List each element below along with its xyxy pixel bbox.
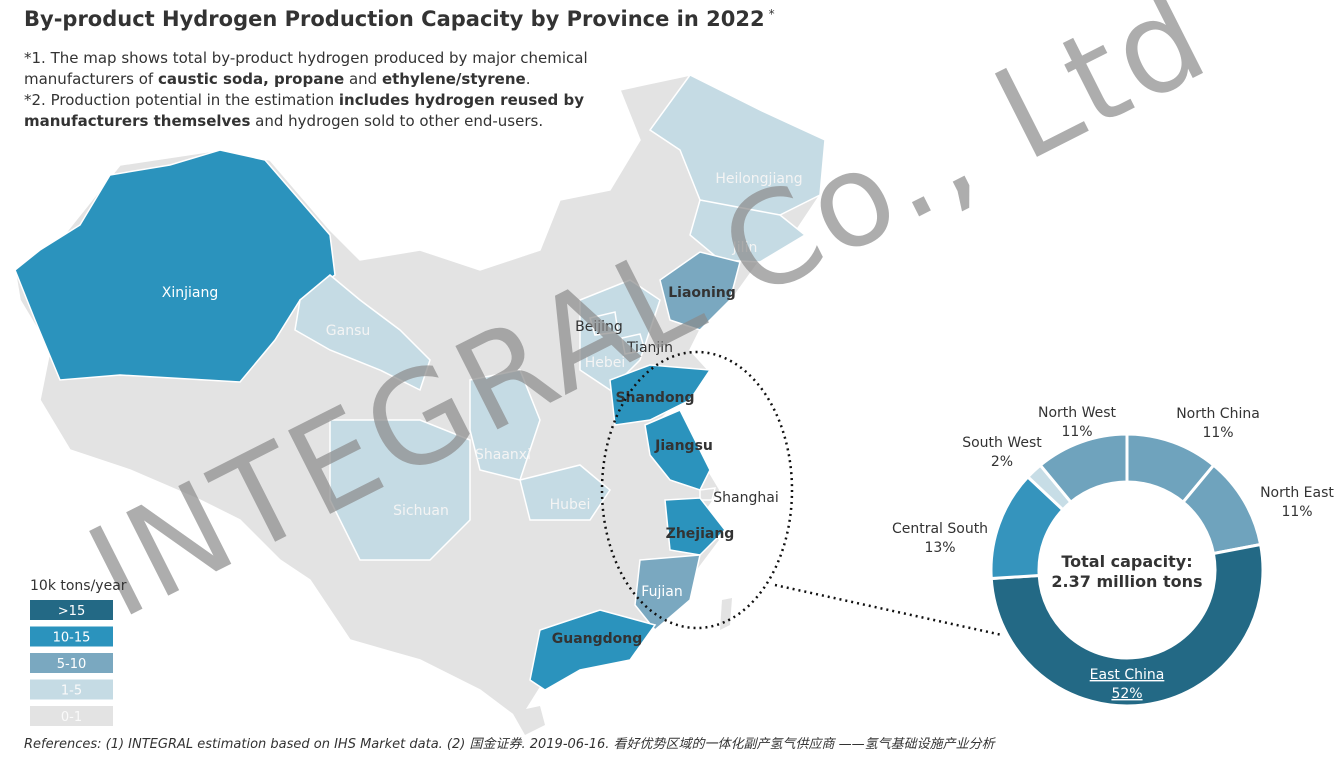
title-mark: *	[769, 7, 775, 21]
note-text: ethylene/styrene	[381, 70, 526, 88]
province	[294, 274, 431, 392]
province-label: Liaoning	[668, 285, 736, 301]
legend-label: 10-15	[53, 631, 91, 646]
legend-label: 1-5	[61, 684, 82, 699]
segment-value: 11%	[1202, 425, 1233, 441]
segment-label: Central South	[892, 521, 988, 537]
province-label: Fujian	[641, 584, 682, 600]
province-label: Zhejiang	[666, 526, 735, 542]
legend-title: 10k tons/year	[30, 578, 127, 594]
province	[689, 199, 807, 263]
taiwan	[720, 598, 732, 630]
legend-swatch	[30, 600, 113, 620]
connector	[774, 583, 1003, 637]
references: References: (1) INTEGRAL estimation base…	[24, 736, 997, 752]
segment-label: North West	[1038, 405, 1117, 421]
province-label: Gansu	[326, 323, 370, 339]
segment-label: East China	[1090, 667, 1165, 683]
segment-value: 11%	[1061, 424, 1092, 440]
notes: *1. The map shows total by-product hydro…	[24, 48, 604, 132]
province	[519, 464, 611, 521]
map: Xinjiang Heilongjiang Jilin Liaoning Gansu He…	[14, 74, 826, 735]
province	[579, 279, 661, 391]
legend-label: 0-1	[61, 710, 82, 725]
legend-swatch	[30, 679, 113, 700]
province-label: Jiangsu	[654, 438, 713, 454]
note: *2. Production potential in the estimati…	[24, 90, 604, 132]
note-text: and hydrogen sold to other end-users.	[250, 112, 544, 130]
province-label: Heilongjiang	[715, 171, 802, 187]
donut-chart: North China 11% North East 11% East China 52%…	[892, 405, 1334, 708]
center-text: Total capacity:	[1061, 552, 1192, 571]
note-text: .	[525, 70, 531, 88]
note-text: *2. Production potential in the estimati…	[24, 91, 339, 109]
province	[329, 419, 471, 561]
province	[699, 487, 716, 501]
province-label: Xinjiang	[162, 285, 218, 301]
note: *1. The map shows total by-product hydro…	[24, 48, 604, 90]
segment-value: 2%	[991, 454, 1013, 470]
note-text: *1. The map shows total by-product hydro…	[24, 49, 588, 88]
province-label: Tianjin	[626, 340, 673, 356]
segment-value: 13%	[924, 540, 955, 556]
province-label: Beijing	[575, 319, 623, 335]
province-label: Shaanxi	[475, 447, 531, 463]
province	[14, 149, 336, 383]
highlight-ellipse	[600, 350, 794, 630]
segment-label: South West	[962, 435, 1042, 451]
province-label: Shandong	[615, 390, 694, 406]
legend-swatch	[30, 626, 113, 647]
note-text: and	[344, 70, 382, 88]
segment-value: 11%	[1281, 504, 1312, 520]
segment-value: 52%	[1111, 686, 1142, 702]
province	[609, 364, 712, 426]
province-label: Jilin	[732, 240, 758, 256]
legend-swatch	[30, 653, 113, 673]
center-text: 2.37 million tons	[1051, 572, 1202, 591]
province-label: Shanghai	[713, 490, 778, 506]
province-label: Hebei	[585, 355, 626, 371]
donut-segment	[1038, 432, 1129, 505]
province	[664, 497, 726, 556]
segment-label: North East	[1260, 485, 1334, 501]
donut-segment	[989, 542, 1265, 708]
segment-label: North China	[1176, 406, 1260, 422]
province	[469, 369, 541, 481]
legend-label: >15	[58, 604, 85, 619]
title: By-product Hydrogen Production Capacity …	[24, 7, 765, 31]
province	[621, 333, 646, 355]
note-text: includes hydrogen reused by manufacturer…	[24, 91, 585, 130]
province	[529, 609, 657, 691]
legend-label: 5-10	[57, 657, 87, 672]
province	[589, 311, 619, 336]
province-label: Guangdong	[552, 631, 643, 647]
note-text: caustic soda, propane	[157, 70, 345, 88]
province-label: Hubei	[550, 497, 591, 513]
hainan	[512, 706, 545, 735]
legend-swatch	[30, 706, 113, 726]
province-label: Sichuan	[393, 503, 449, 519]
province	[659, 251, 741, 331]
